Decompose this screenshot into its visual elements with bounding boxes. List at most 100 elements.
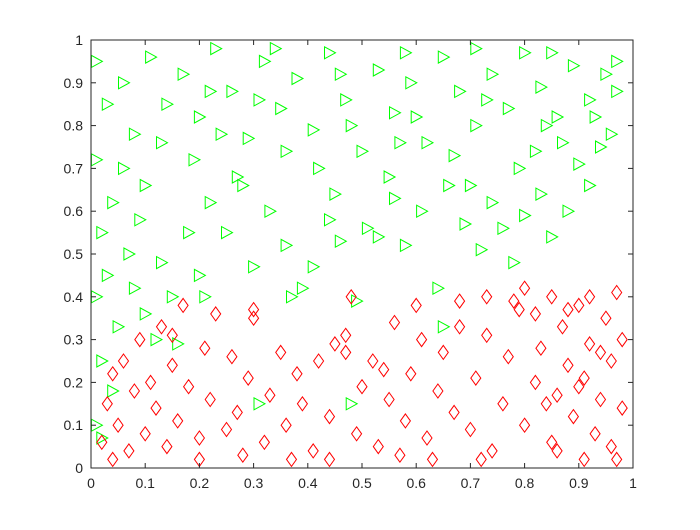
x-tick-label: 0.6 xyxy=(406,475,426,491)
diamond-point xyxy=(562,301,574,318)
triangle-point xyxy=(584,93,597,107)
diamond-point xyxy=(486,443,498,459)
triangle-point xyxy=(96,431,109,445)
triangle-point xyxy=(107,195,120,210)
diamond-point xyxy=(367,353,379,369)
diamond-point xyxy=(312,353,325,369)
diamond-point xyxy=(616,400,628,416)
triangle-point xyxy=(286,289,299,304)
triangle-point xyxy=(253,93,267,107)
triangle-point xyxy=(215,127,229,142)
diamond-point xyxy=(611,284,623,301)
diamond-point xyxy=(583,288,596,305)
triangle-point xyxy=(242,131,256,146)
triangle-point xyxy=(535,80,548,94)
diamond-point xyxy=(405,365,417,382)
points-layer xyxy=(90,41,628,468)
diamond-point xyxy=(182,378,195,395)
diamond-point xyxy=(220,421,233,438)
diamond-point xyxy=(502,348,514,365)
diamond-point xyxy=(280,417,292,434)
triangle-point xyxy=(502,101,516,116)
y-axis: 0 0.1 0.2 0.3 0.4 0.5 0.6 0.7 0.8 0.9 1 xyxy=(64,32,633,476)
triangle-point xyxy=(96,354,109,368)
diamond-point xyxy=(193,430,206,446)
triangle-point xyxy=(118,75,131,90)
triangle-point xyxy=(204,84,218,99)
triangle-point xyxy=(437,50,451,64)
diamond-point xyxy=(551,387,563,404)
x-tick-label: 1 xyxy=(629,475,637,491)
triangle-point xyxy=(557,135,570,150)
diamond-point xyxy=(340,327,352,344)
triangle-point xyxy=(280,238,294,253)
triangle-point xyxy=(486,195,500,210)
diamond-point xyxy=(453,318,466,335)
diamond-point xyxy=(518,280,531,297)
diamond-point xyxy=(231,404,243,421)
triangle-point xyxy=(394,135,407,150)
y-tick-label: 0.1 xyxy=(64,417,84,433)
diamond-point xyxy=(139,425,151,442)
diamond-point xyxy=(199,340,211,357)
diamond-point xyxy=(161,438,173,455)
triangle-point xyxy=(172,337,185,351)
diamond-point xyxy=(594,344,607,361)
y-tick-label: 0.3 xyxy=(64,332,84,348)
diamond-point xyxy=(226,348,238,365)
diamond-point xyxy=(307,443,319,459)
diamond-point xyxy=(247,310,260,327)
triangle-point xyxy=(437,319,451,334)
plot-background xyxy=(91,40,633,468)
y-tick-label: 0.2 xyxy=(64,374,84,390)
diamond-point xyxy=(426,451,439,468)
triangle-point xyxy=(128,127,142,142)
diamond-point xyxy=(275,344,287,361)
diamond-point xyxy=(583,336,596,352)
triangle-point xyxy=(313,161,326,176)
triangle-point xyxy=(481,93,494,107)
triangle-point xyxy=(340,93,353,107)
diamond-point xyxy=(107,451,119,468)
x-tick-label: 0.3 xyxy=(244,475,264,491)
triangle-point xyxy=(459,217,473,231)
triangle-point xyxy=(107,384,120,398)
x-tick-label: 0.4 xyxy=(298,475,318,491)
triangle-point xyxy=(139,178,153,193)
diamond-point xyxy=(204,391,216,408)
triangle-point xyxy=(351,294,364,308)
triangle-point xyxy=(605,127,619,142)
x-tick-label: 0.5 xyxy=(352,475,372,491)
x-tick-label: 0.9 xyxy=(569,475,589,491)
y-tick-label: 0 xyxy=(75,460,83,476)
triangle-point xyxy=(156,135,169,150)
triangle-point xyxy=(372,63,386,77)
diamond-point xyxy=(166,357,178,374)
triangle-point xyxy=(258,54,272,69)
diamond-point xyxy=(128,383,141,399)
triangle-point xyxy=(497,221,510,236)
diamond-point xyxy=(551,443,563,459)
triangle-point xyxy=(584,178,597,193)
triangle-point xyxy=(519,208,532,223)
triangle-point xyxy=(296,281,310,296)
triangle-point xyxy=(253,396,267,411)
triangle-point xyxy=(101,97,115,112)
diamond-point xyxy=(107,365,119,382)
diamond-point xyxy=(437,344,449,361)
diamond-point xyxy=(421,430,433,446)
diamond-point xyxy=(345,288,357,305)
diamond-point xyxy=(340,344,352,361)
triangle-point xyxy=(361,221,375,236)
triangle-point xyxy=(448,148,462,163)
triangle-point xyxy=(307,123,321,137)
diamond-point xyxy=(96,434,108,451)
diamond-point xyxy=(556,318,569,335)
triangle-point xyxy=(540,118,554,133)
diamond-point xyxy=(573,297,585,314)
triangle-point xyxy=(291,71,305,86)
diamond-point xyxy=(589,425,601,442)
diamond-point xyxy=(540,395,552,412)
diamond-point xyxy=(578,370,590,386)
